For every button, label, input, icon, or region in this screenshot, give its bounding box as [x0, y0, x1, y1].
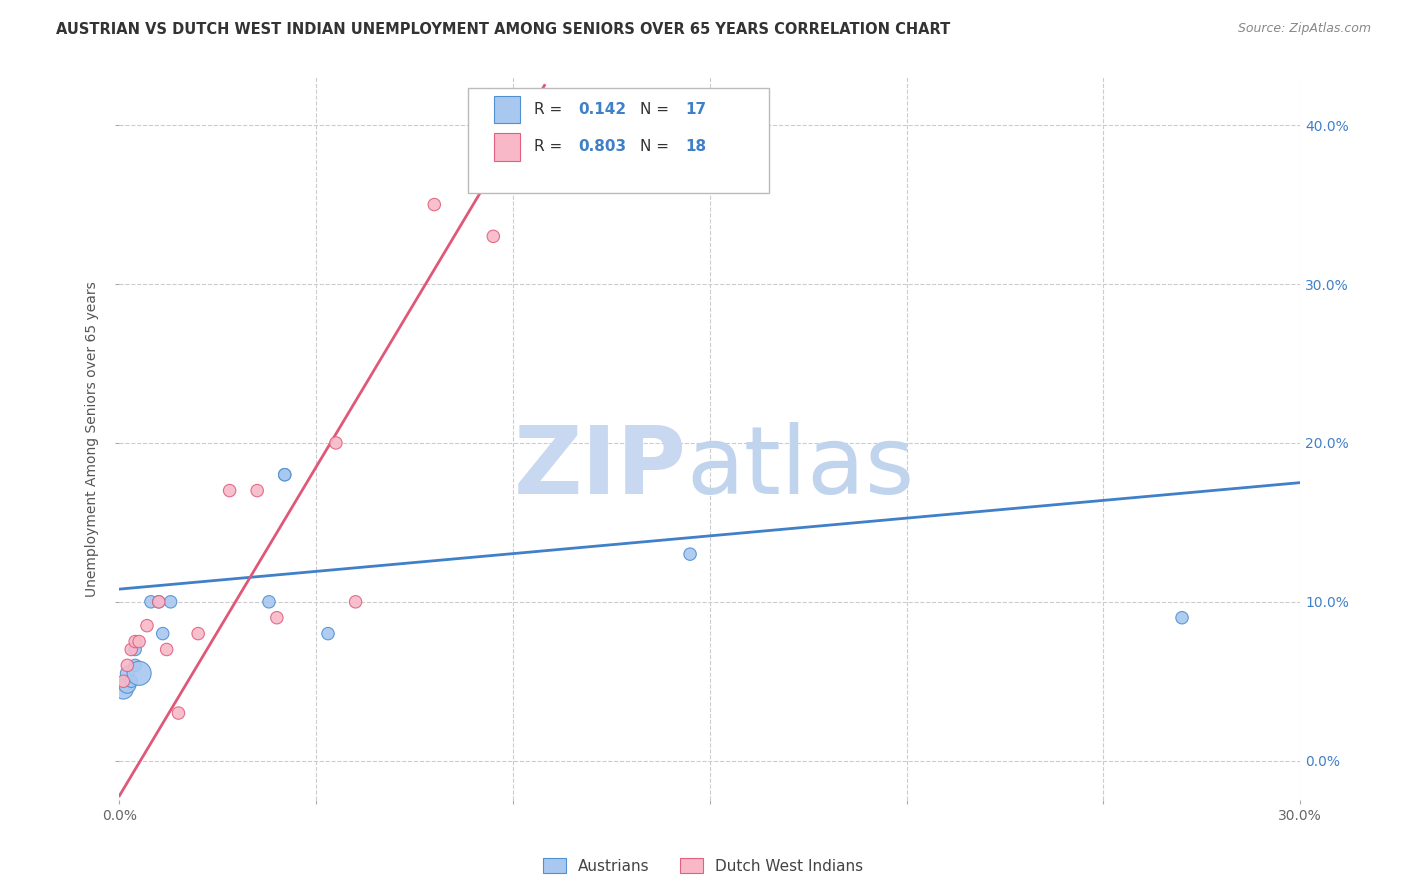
Text: 0.803: 0.803: [579, 139, 627, 154]
Point: [325, 436, 347, 450]
FancyBboxPatch shape: [494, 95, 520, 123]
Point: [152, 626, 174, 640]
Text: 18: 18: [685, 139, 706, 154]
Text: R =: R =: [534, 102, 567, 117]
Text: R =: R =: [534, 139, 567, 154]
Point: [124, 642, 146, 657]
Point: [148, 595, 170, 609]
Point: [128, 666, 150, 681]
Point: [117, 658, 139, 673]
Point: [1171, 611, 1194, 625]
Point: [218, 483, 240, 498]
Point: [120, 674, 142, 689]
Point: [148, 595, 170, 609]
Text: Source: ZipAtlas.com: Source: ZipAtlas.com: [1237, 22, 1371, 36]
Point: [257, 595, 280, 609]
Point: [266, 611, 288, 625]
Point: [128, 634, 150, 648]
Point: [112, 682, 135, 697]
Point: [156, 642, 179, 657]
Text: atlas: atlas: [686, 422, 914, 514]
Point: [423, 197, 446, 211]
Point: [117, 677, 139, 691]
Point: [679, 547, 702, 561]
FancyBboxPatch shape: [494, 133, 520, 161]
Point: [120, 642, 142, 657]
Point: [139, 595, 162, 609]
Legend: Austrians, Dutch West Indians: Austrians, Dutch West Indians: [537, 852, 869, 880]
Point: [482, 229, 505, 244]
Y-axis label: Unemployment Among Seniors over 65 years: Unemployment Among Seniors over 65 years: [86, 281, 100, 597]
Point: [316, 626, 339, 640]
Text: N =: N =: [640, 139, 673, 154]
Point: [159, 595, 181, 609]
Point: [124, 634, 146, 648]
Text: 17: 17: [685, 102, 706, 117]
Point: [344, 595, 367, 609]
Point: [274, 467, 297, 482]
Point: [117, 666, 139, 681]
Text: ZIP: ZIP: [513, 422, 686, 514]
Point: [124, 658, 146, 673]
Point: [167, 706, 190, 720]
FancyBboxPatch shape: [468, 88, 769, 194]
Text: N =: N =: [640, 102, 673, 117]
Point: [274, 467, 297, 482]
Point: [136, 618, 159, 632]
Text: AUSTRIAN VS DUTCH WEST INDIAN UNEMPLOYMENT AMONG SENIORS OVER 65 YEARS CORRELATI: AUSTRIAN VS DUTCH WEST INDIAN UNEMPLOYME…: [56, 22, 950, 37]
Point: [246, 483, 269, 498]
Point: [187, 626, 209, 640]
Text: 0.142: 0.142: [579, 102, 627, 117]
Point: [522, 166, 544, 180]
Point: [112, 674, 135, 689]
